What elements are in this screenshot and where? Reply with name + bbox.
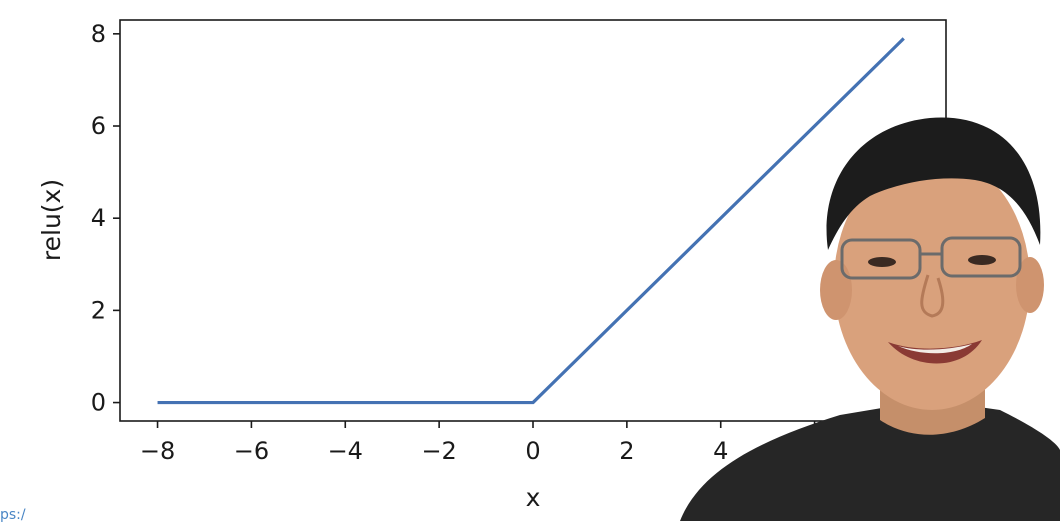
presenter-right-eye: [968, 255, 996, 265]
presenter-glasses-left-lens: [840, 238, 922, 280]
presenter-nose: [920, 274, 945, 318]
relu-series-line: [157, 37, 905, 405]
presenter-hair: [826, 117, 1041, 251]
y-tick-label: 8: [91, 20, 106, 48]
corner-url-fragment: ps:/: [0, 507, 26, 523]
x-tick-label: −2: [421, 437, 456, 465]
x-tick-label: 4: [713, 437, 728, 465]
presenter-teeth: [898, 344, 972, 354]
presenter-overlay: [680, 117, 1060, 521]
x-tick-label: 0: [525, 437, 540, 465]
y-axis-label: relu(x): [37, 179, 66, 261]
presenter-face: [834, 154, 1030, 410]
presenter-shirt: [680, 400, 1060, 521]
x-tick-label: −4: [328, 437, 363, 465]
presenter-glasses-right-lens: [940, 236, 1022, 278]
presenter-left-ear: [820, 260, 852, 320]
x-tick-label: −6: [234, 437, 269, 465]
y-tick-label: 2: [91, 296, 106, 324]
x-tick-label: 2: [619, 437, 634, 465]
presenter-right-ear: [1016, 257, 1044, 313]
y-tick-label: 0: [91, 389, 106, 417]
x-axis-label: x: [526, 483, 541, 512]
y-tick-label: 6: [91, 112, 106, 140]
y-tick-label: 4: [91, 204, 106, 232]
plot-area: [119, 19, 947, 422]
x-tick-label: −8: [140, 437, 175, 465]
presenter-left-eye: [868, 257, 896, 267]
